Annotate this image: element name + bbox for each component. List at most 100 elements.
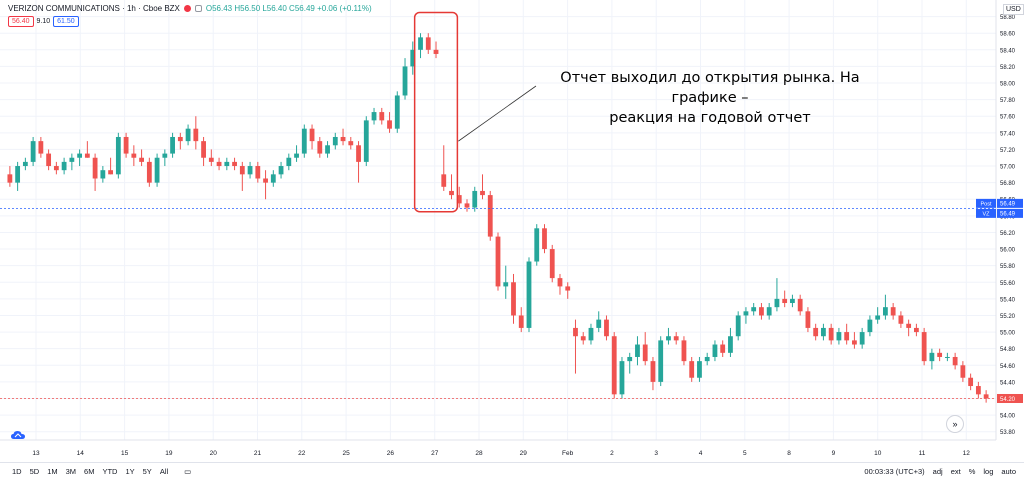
- log-toggle[interactable]: log: [983, 467, 994, 476]
- chart-overlays: Post 56.49 VZ 56.49 54.20: [0, 11, 1023, 403]
- candle-body: [30, 141, 36, 162]
- candle-up: [394, 91, 400, 133]
- price-axis: 53.80 54.00 54.20 54.40 54.60 54.80 55.00 55.20…: [995, 0, 1024, 462]
- candle-body: [108, 170, 114, 175]
- candle-body: [402, 66, 408, 96]
- candle-down: [356, 141, 361, 183]
- candle-body: [743, 311, 749, 316]
- currency-label[interactable]: USD: [1003, 4, 1024, 15]
- timeframe-6m[interactable]: 6M: [84, 467, 95, 476]
- timeframe-5d[interactable]: 5D: [29, 467, 40, 476]
- candle-body: [658, 340, 664, 382]
- timeframe-3m[interactable]: 3M: [65, 467, 77, 476]
- candle-body: [852, 340, 857, 345]
- candle-up: [332, 132, 338, 150]
- candle-body: [387, 120, 392, 129]
- time-tick-label: 13: [32, 450, 40, 457]
- cloud-logo-icon[interactable]: [10, 430, 26, 440]
- candle-body: [882, 307, 888, 316]
- candle-up: [402, 58, 408, 100]
- candle-body: [549, 249, 555, 279]
- timeframe-1y[interactable]: 1Y: [125, 467, 135, 476]
- candle-body: [92, 157, 98, 179]
- candle-body: [573, 327, 578, 337]
- candle-body: [379, 112, 385, 121]
- candle-up: [503, 265, 509, 299]
- candle-body: [627, 356, 633, 362]
- candle-down: [433, 41, 439, 59]
- auto-toggle[interactable]: auto: [1001, 467, 1016, 476]
- candle-up: [821, 323, 826, 341]
- candle-up: [154, 153, 160, 187]
- price-chart[interactable]: 13 14 15 19 20 21 22 25 26 27 28 29 Feb 2 3 4 5 8 9 10 11 12 …: [0, 0, 1024, 462]
- price-tag-bg: [997, 198, 1023, 208]
- time-tick-label: Feb: [562, 450, 574, 457]
- price-axis-bg: [996, 0, 1024, 462]
- price-tick-label: 54.00: [1000, 414, 1016, 420]
- candle-up: [867, 315, 873, 337]
- candle-body: [294, 153, 299, 158]
- candle-up: [944, 352, 950, 362]
- candle-up: [774, 278, 780, 312]
- candle-body: [348, 141, 354, 146]
- candle-body: [317, 141, 323, 154]
- candle-down: [813, 323, 819, 341]
- adj-toggle[interactable]: adj: [932, 467, 943, 476]
- scroll-to-realtime-button[interactable]: »: [946, 415, 964, 433]
- candle-body: [77, 153, 83, 158]
- candle-body: [332, 136, 338, 146]
- candle-up: [712, 340, 718, 362]
- candle-body: [836, 332, 842, 341]
- candle-down: [549, 244, 555, 283]
- price-tick-label: 55.60: [1000, 281, 1016, 287]
- timeframe-1m[interactable]: 1M: [47, 467, 58, 476]
- candle-down: [844, 323, 850, 345]
- ext-toggle[interactable]: ext: [950, 467, 961, 476]
- price-tick-label: 57.40: [1000, 131, 1016, 137]
- candles: [7, 33, 989, 403]
- candle-body: [697, 361, 702, 378]
- sell-button[interactable]: 56.40: [8, 16, 34, 27]
- candle-down: [92, 153, 98, 191]
- candle-body: [208, 157, 214, 162]
- time-axis: 13 14 15 19 20 21 22 25 26 27 28 29 Feb 2 3 4 5 8 9 10 11 12: [0, 439, 996, 457]
- candle-down: [131, 145, 137, 167]
- candle-up: [534, 224, 540, 266]
- candle-body: [867, 319, 873, 333]
- candle-body: [921, 332, 927, 362]
- flag-icon[interactable]: [194, 5, 202, 12]
- candle-body: [859, 332, 865, 345]
- spread-value: 9.10: [36, 18, 51, 25]
- candle-up: [22, 157, 28, 171]
- candle-down: [557, 273, 563, 295]
- timeframe-ytd[interactable]: YTD: [102, 467, 118, 476]
- candle-body: [983, 394, 989, 399]
- time-tick-label: 2: [610, 450, 614, 457]
- candle-body: [472, 190, 478, 208]
- candle-body: [224, 161, 230, 167]
- percent-toggle[interactable]: %: [968, 467, 976, 476]
- candle-up: [325, 141, 330, 158]
- candle-up: [61, 157, 67, 175]
- time-tick-label: 4: [699, 450, 703, 457]
- symbol-title[interactable]: VERIZON COMMUNICATIONS · 1h · Cboe BZX: [8, 4, 180, 13]
- candle-down: [239, 161, 245, 191]
- price-tick-label: 56.80: [1000, 181, 1016, 187]
- candle-body: [557, 278, 563, 287]
- buy-button[interactable]: 61.50: [53, 16, 79, 27]
- candle-body: [193, 128, 199, 142]
- candle-down: [177, 132, 183, 150]
- candle-up: [526, 257, 532, 333]
- timeframe-all[interactable]: All: [159, 467, 169, 476]
- candle-up: [170, 132, 175, 158]
- candle-body: [7, 174, 13, 183]
- timeframe-5y[interactable]: 5Y: [142, 467, 152, 476]
- candle-body: [580, 336, 586, 341]
- date-range-icon[interactable]: ▭: [184, 467, 192, 476]
- candle-body: [913, 327, 919, 333]
- timeframe-1d[interactable]: 1D: [12, 467, 22, 476]
- price-tick-label: 55.80: [1000, 264, 1016, 270]
- candle-body: [619, 361, 625, 395]
- price-tick-label: 53.80: [1000, 430, 1016, 436]
- candle-body: [146, 161, 152, 183]
